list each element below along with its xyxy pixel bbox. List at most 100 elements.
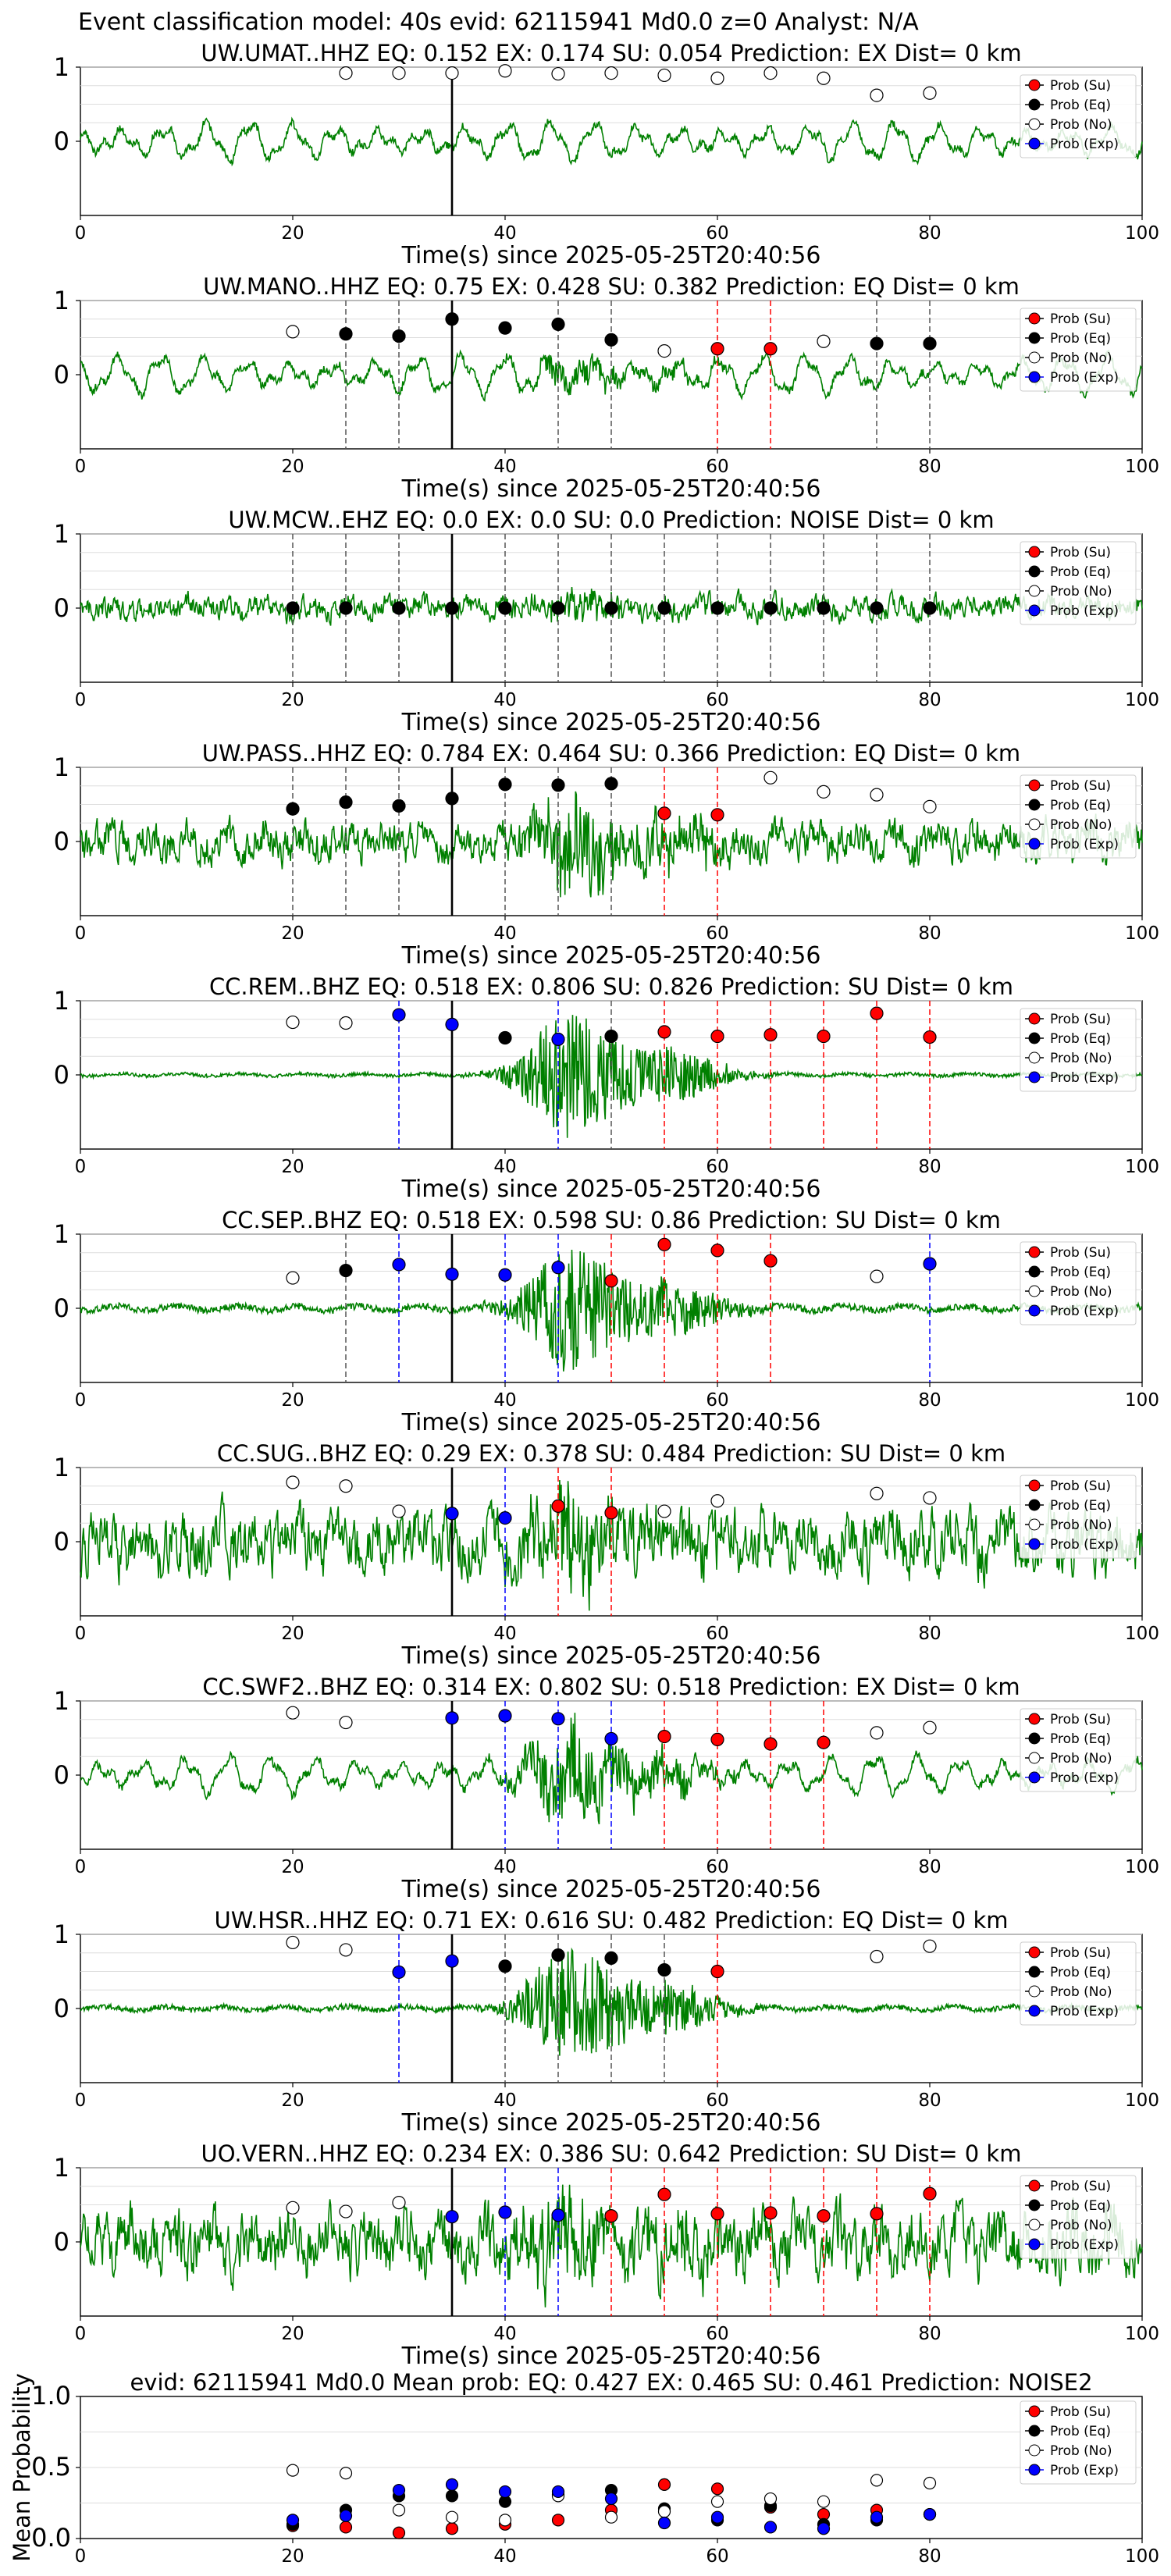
- xtick-label: 0: [75, 1857, 87, 1877]
- prob-marker-no: [870, 1726, 884, 1740]
- xtick-label: 0: [75, 2090, 87, 2111]
- panel-title: CC.REM..BHZ EQ: 0.518 EX: 0.806 SU: 0.82…: [209, 973, 1013, 1000]
- legend: Prob (Su) Prob (Eq) Prob (No) Prob (Exp): [1020, 1475, 1137, 1559]
- legend-marker-no: [1028, 818, 1041, 831]
- legend-box: [1020, 774, 1137, 859]
- prob-marker-no: [923, 1491, 937, 1505]
- prob-marker-exp: [445, 2210, 459, 2224]
- prob-marker-su: [657, 806, 671, 820]
- ytick-label: 0: [54, 1994, 69, 2023]
- ytick-label: 1: [54, 286, 69, 315]
- legend-marker-su: [1028, 1479, 1041, 1492]
- prob-marker-su: [551, 1499, 565, 1514]
- mean-prob-marker-no: [870, 2474, 884, 2487]
- xtick-label: 60: [706, 690, 728, 710]
- legend-marker-eq: [1028, 1499, 1041, 1511]
- legend-marker-exp: [1028, 371, 1041, 383]
- prob-marker-no: [286, 1271, 300, 1285]
- legend-label-no: Prob (No): [1050, 1984, 1112, 2000]
- figure-suptitle: Event classification model: 40s evid: 62…: [78, 9, 919, 36]
- x-axis-label: Time(s) since 2025-05-25T20:40:56: [401, 709, 821, 736]
- station-panel: [80, 1467, 1143, 1617]
- prob-marker-exp: [551, 1261, 565, 1275]
- legend-label-no: Prob (No): [1050, 1751, 1112, 1767]
- prob-marker-no: [763, 66, 778, 80]
- xtick-label: 100: [1125, 223, 1159, 244]
- prob-marker-eq: [604, 1029, 618, 1044]
- legend-label-exp: Prob (Exp): [1050, 1304, 1119, 1319]
- legend-marker-no: [1028, 1752, 1041, 1764]
- prob-marker-no: [339, 1479, 353, 1493]
- prob-marker-exp: [498, 1510, 512, 1525]
- legend: Prob (Su) Prob (Eq) Prob (No) Prob (Exp): [1020, 1008, 1137, 1092]
- xtick-label: 80: [918, 457, 941, 477]
- station-panel: [80, 533, 1143, 683]
- legend-label-eq: Prob (Eq): [1050, 98, 1111, 113]
- xtick-label: 0: [75, 1624, 87, 1644]
- xtick-label: 100: [1125, 457, 1159, 477]
- prob-marker-exp: [498, 1268, 512, 1282]
- prob-marker-eq: [498, 1030, 512, 1045]
- prob-marker-su: [710, 1244, 724, 1258]
- legend-label-eq: Prob (Eq): [1050, 564, 1111, 580]
- xtick-label: 0: [75, 923, 87, 944]
- prob-marker-no: [817, 334, 831, 348]
- prob-marker-eq: [923, 336, 937, 350]
- prob-marker-eq: [286, 802, 300, 816]
- prob-marker-su: [710, 2207, 724, 2221]
- mean-prob-marker-exp: [445, 2478, 459, 2491]
- prob-marker-exp: [445, 1954, 459, 1968]
- prob-marker-no: [923, 1939, 937, 1953]
- legend-marker-eq: [1028, 2425, 1041, 2437]
- prob-marker-eq: [604, 777, 618, 791]
- mean-prob-marker-no: [817, 2495, 831, 2508]
- ytick-label: 0: [54, 593, 69, 623]
- prob-marker-no: [286, 2201, 300, 2215]
- prob-marker-no: [392, 1504, 406, 1518]
- prob-marker-su: [870, 2207, 884, 2221]
- prob-marker-su: [657, 1025, 671, 1039]
- prob-marker-exp: [445, 1507, 459, 1521]
- prob-marker-su: [657, 1237, 671, 1251]
- prob-marker-exp: [923, 1257, 937, 1271]
- station-panel: [80, 2167, 1143, 2317]
- legend-marker-exp: [1028, 2464, 1041, 2476]
- panel-title: UW.MCW..EHZ EQ: 0.0 EX: 0.0 SU: 0.0 Pred…: [228, 507, 994, 533]
- panel-title: CC.SWF2..BHZ EQ: 0.314 EX: 0.802 SU: 0.5…: [202, 1674, 1020, 1700]
- prob-marker-no: [817, 71, 831, 85]
- prob-marker-eq: [498, 777, 512, 792]
- prob-marker-no: [870, 88, 884, 102]
- prob-marker-exp: [551, 1032, 565, 1047]
- legend-marker-eq: [1028, 1966, 1041, 1978]
- legend-label-eq: Prob (Eq): [1050, 1265, 1111, 1280]
- legend-marker-exp: [1028, 137, 1041, 150]
- mean-prob-marker-no: [498, 2514, 512, 2527]
- x-axis-label: Time(s) since 2025-05-25T20:40:56: [401, 1642, 821, 1670]
- prob-marker-exp: [392, 1258, 406, 1272]
- prob-marker-no: [286, 1475, 300, 1489]
- legend: Prob (Su) Prob (Eq) Prob (No) Prob (Exp): [1020, 2175, 1137, 2259]
- panel-title: CC.SUG..BHZ EQ: 0.29 EX: 0.378 SU: 0.484…: [217, 1440, 1005, 1467]
- legend-label-eq: Prob (Eq): [1050, 2198, 1111, 2214]
- station-panel: [80, 767, 1143, 916]
- legend-label-eq: Prob (Eq): [1050, 2424, 1111, 2439]
- prob-marker-eq: [392, 329, 406, 343]
- prob-marker-no: [339, 1715, 353, 1730]
- xtick-label: 100: [1125, 2090, 1159, 2111]
- legend-marker-exp: [1028, 1538, 1041, 1550]
- prob-marker-no: [923, 1720, 937, 1735]
- legend-label-no: Prob (No): [1050, 2443, 1112, 2459]
- prob-marker-eq: [392, 799, 406, 813]
- ytick-label: 1: [54, 1453, 69, 1482]
- x-axis-label: Time(s) since 2025-05-25T20:40:56: [401, 2109, 821, 2137]
- legend-marker-exp: [1028, 604, 1041, 617]
- prob-marker-eq: [870, 601, 884, 615]
- xtick-label: 80: [918, 1624, 941, 1644]
- prob-marker-su: [604, 1506, 618, 1520]
- prob-marker-eq: [551, 317, 565, 331]
- legend-marker-su: [1028, 1246, 1041, 1258]
- legend-label-exp: Prob (Exp): [1050, 137, 1119, 152]
- mean-prob-marker-no: [763, 2492, 778, 2506]
- prob-marker-no: [923, 86, 937, 100]
- prob-marker-su: [763, 342, 778, 356]
